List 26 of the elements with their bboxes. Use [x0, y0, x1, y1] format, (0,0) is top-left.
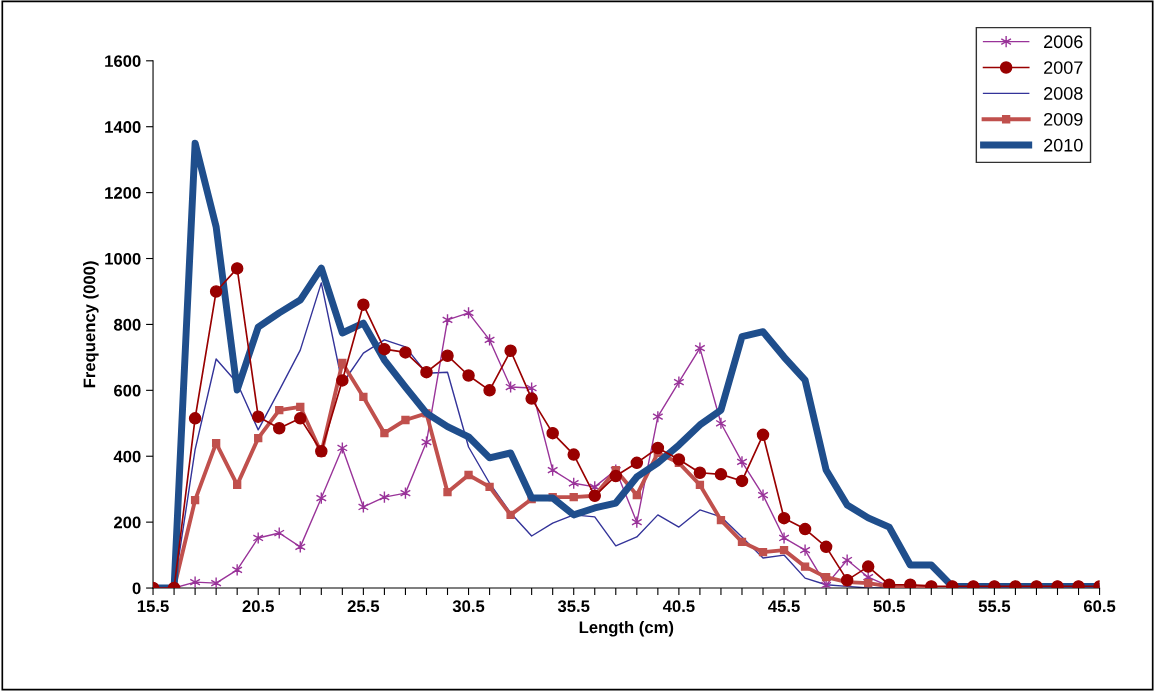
y-tick-label: 0: [132, 582, 141, 595]
legend-label: 2009: [1044, 112, 1083, 126]
x-tick-label: 15.5: [137, 600, 169, 613]
y-tick-label: 400: [113, 450, 141, 463]
x-tick-label: 60.5: [1083, 600, 1116, 613]
x-tick-label: 35.5: [557, 600, 590, 613]
x-tick-label: 30.5: [452, 600, 485, 613]
x-tick-label: 25.5: [347, 600, 380, 613]
y-axis-title: Frequency (000): [83, 261, 99, 388]
legend-label: 2010: [1044, 138, 1083, 152]
x-tick-label: 55.5: [978, 600, 1011, 613]
x-tick-label: 50.5: [873, 600, 905, 613]
x-tick-label: 40.5: [662, 600, 695, 613]
legend-label: 2008: [1044, 87, 1083, 100]
y-tick-label: 1400: [105, 121, 141, 133]
legend-label: 2006: [1044, 35, 1083, 49]
y-tick-label: 600: [114, 384, 141, 397]
x-tick-label: 20.5: [242, 600, 274, 613]
y-tick-label: 200: [114, 516, 141, 529]
x-axis-title: Length (cm): [579, 620, 674, 637]
x-tick-label: 45.5: [768, 600, 800, 613]
y-tick-label: 1000: [105, 252, 141, 265]
y-tick-label: 1200: [105, 187, 141, 199]
legend-label: 2007: [1044, 61, 1083, 74]
y-tick-label: 800: [113, 318, 141, 331]
y-tick-label: 1600: [105, 55, 141, 68]
